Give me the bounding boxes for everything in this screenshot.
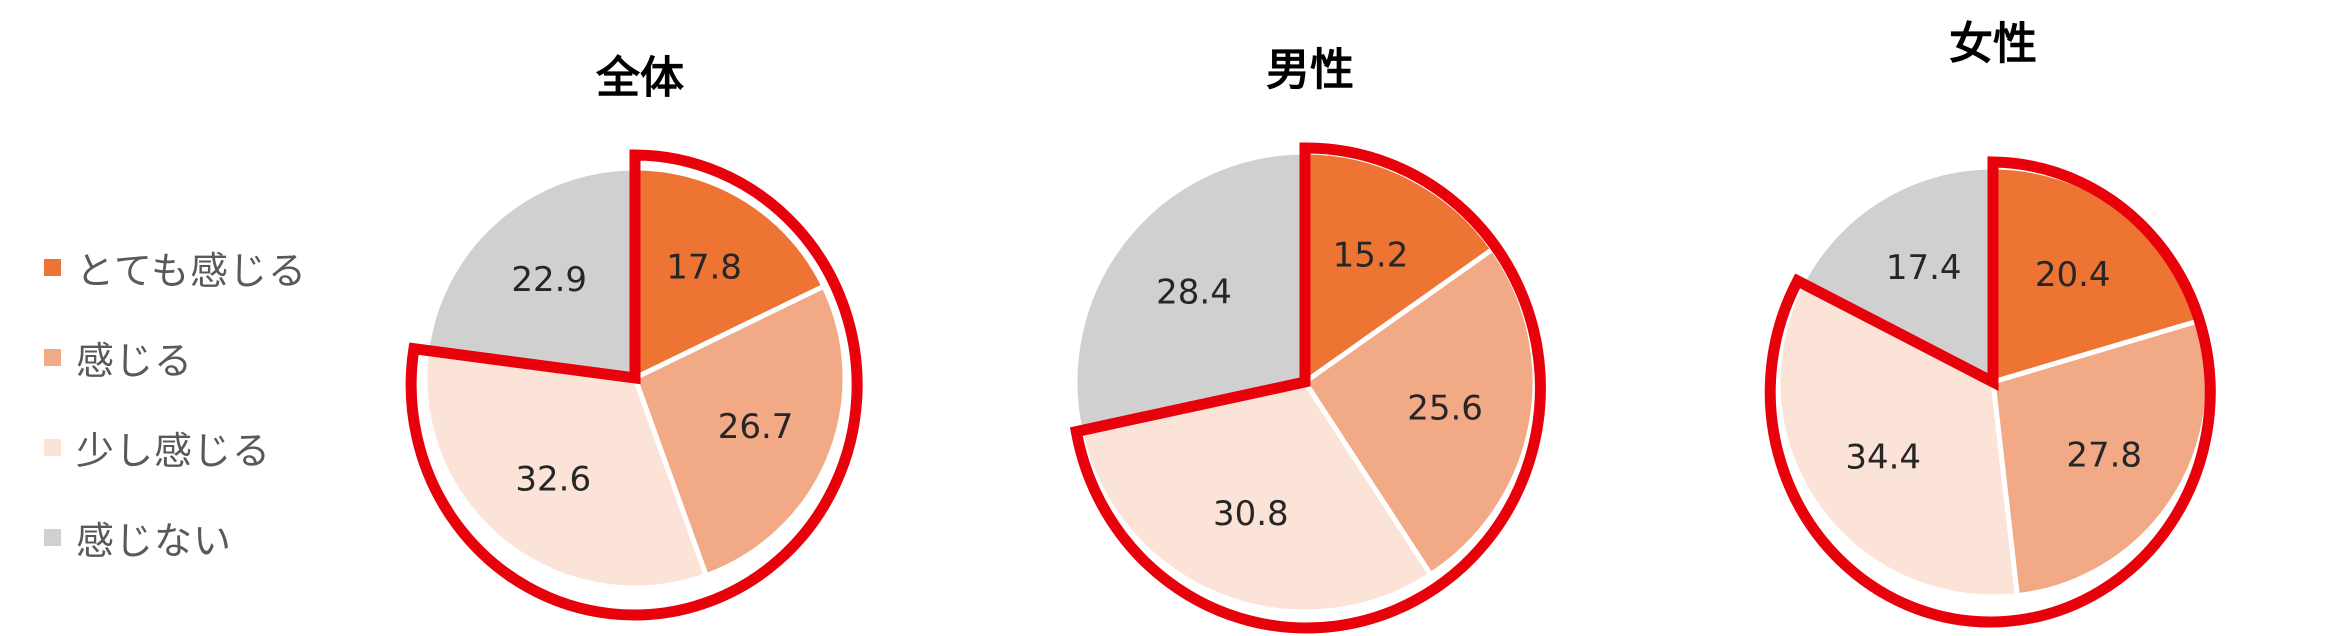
legend-swatch (44, 348, 61, 366)
pie-slice-not (1072, 149, 1308, 434)
pie-slice-not (1799, 164, 1996, 385)
pie-title: 男性 (1266, 45, 1354, 96)
data-label-somewhat: 34.4 (1845, 438, 1921, 478)
legend-swatch (44, 438, 61, 456)
legend-item-very-much: とても感じる (44, 222, 307, 312)
pie-chart-3: 20.4 27.8 34.4 17.4 女性 (1764, 19, 2216, 628)
pie-title: 全体 (595, 53, 684, 104)
pie-slice-not (424, 165, 638, 381)
legend-label: 少し感じる (76, 428, 272, 473)
pie-slice-somewhat (1775, 280, 2020, 600)
legend: とても感じる 感じる 少し感じる 感じない (44, 222, 307, 582)
data-label-feel: 25.6 (1407, 389, 1483, 429)
legend-item-feel: 感じる (44, 312, 307, 402)
highlight-outline (1069, 142, 1546, 634)
legend-item-somewhat: 少し感じる (44, 402, 307, 492)
highlight-outline (1764, 156, 2216, 628)
data-label-not: 22.9 (511, 260, 587, 300)
legend-label: 感じない (76, 518, 233, 563)
pie-slice-somewhat (1077, 379, 1434, 615)
data-label-very-much: 17.8 (666, 248, 742, 288)
data-label-not: 17.4 (1886, 248, 1962, 288)
data-label-somewhat: 30.8 (1213, 494, 1289, 534)
pie-slice-very-much (632, 165, 827, 381)
legend-swatch (44, 258, 61, 276)
data-label-feel: 26.7 (718, 407, 794, 447)
data-label-somewhat: 32.6 (515, 459, 591, 499)
data-label-not: 28.4 (1156, 272, 1232, 312)
data-label-very-much: 15.2 (1333, 235, 1409, 275)
legend-label: とても感じる (76, 248, 307, 293)
pie-chart-1: 17.8 26.7 32.6 22.9 全体 (405, 53, 863, 621)
pie-title: 女性 (1949, 19, 2037, 70)
data-label-very-much: 20.4 (2035, 255, 2111, 295)
legend-label: 感じる (76, 338, 194, 383)
data-label-feel: 27.8 (2066, 436, 2142, 476)
legend-item-not: 感じない (44, 492, 307, 582)
highlight-outline (405, 149, 863, 621)
legend-swatch (44, 528, 61, 546)
pie-slice-feel (632, 283, 848, 579)
pie-chart-2: 15.2 25.6 30.8 28.4 男性 (1069, 45, 1546, 634)
pie-slice-somewhat (422, 347, 709, 591)
